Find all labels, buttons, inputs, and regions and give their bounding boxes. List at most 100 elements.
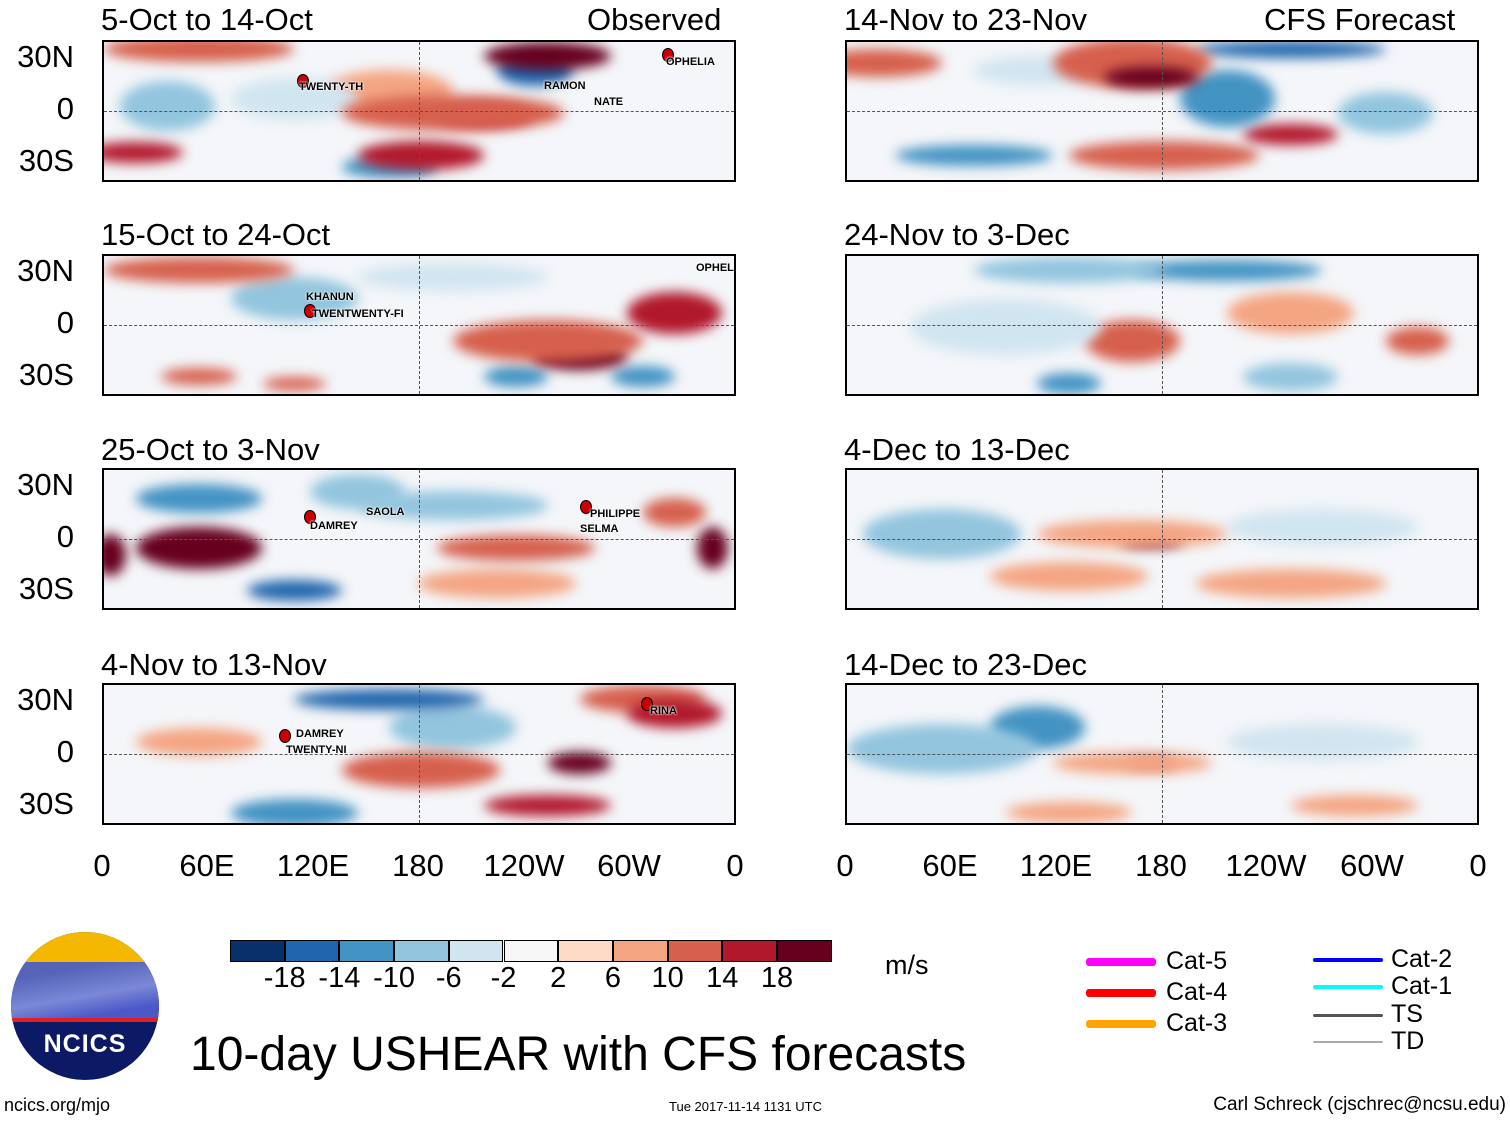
storm-icon [279, 729, 291, 743]
shear-contour [847, 724, 1038, 774]
footer-timestamp: Tue 2017-11-14 1131 UTC [669, 1099, 822, 1114]
shear-contour [627, 291, 723, 335]
lon-label: 0 [93, 848, 111, 883]
lat-label: 30S [18, 571, 74, 606]
legend-swatch [1313, 985, 1383, 989]
colorbar-swatch [339, 940, 395, 962]
dateline [419, 470, 420, 608]
lat-label: 30S [18, 357, 74, 392]
map-panel-observed-4: DAMREY TWENTY-NI RINA [102, 683, 736, 825]
shear-contour [230, 798, 358, 823]
shear-contour [230, 277, 358, 320]
legend-swatch [1313, 1041, 1383, 1043]
colorbar-label: -18 [263, 962, 306, 994]
dateline [1162, 256, 1163, 394]
shear-contour [1068, 141, 1260, 170]
shear-contour [696, 526, 729, 570]
lon-label: 0 [726, 848, 744, 883]
storm-label: OPHELIA [696, 262, 734, 274]
shear-contour [1290, 795, 1418, 817]
lon-label: 0 [836, 848, 854, 883]
shear-contour [1132, 259, 1323, 281]
panel-title: 5-Oct to 14-Oct [101, 2, 313, 37]
storm-label: SELMA [580, 523, 619, 535]
shear-contour [119, 81, 215, 131]
colorbar-swatch [448, 940, 504, 962]
shear-contour [1227, 509, 1418, 545]
storm-label: OPHELIA [666, 56, 715, 68]
colorbar-label: -2 [490, 962, 517, 994]
legend-label: TS [1391, 1000, 1423, 1028]
shear-contour [1005, 802, 1133, 823]
shear-contour [452, 319, 643, 363]
dateline [419, 42, 420, 180]
shear-contour [135, 727, 263, 756]
footer-url[interactable]: ncics.org/mjo [4, 1095, 111, 1115]
figure-title: 10-day USHEAR with CFS forecasts [190, 1028, 967, 1081]
lon-label: 120E [276, 848, 350, 883]
shear-contour [1103, 66, 1199, 89]
shear-contour [1195, 569, 1386, 598]
logo-text: NCICS [43, 1030, 127, 1058]
shear-contour [294, 688, 485, 710]
shear-contour [1227, 724, 1418, 760]
shear-contour [104, 533, 127, 577]
shear-contour [357, 263, 548, 292]
storm-icon [304, 304, 316, 318]
lat-label: 0 [56, 734, 74, 769]
lat-label: 0 [56, 91, 74, 126]
panel-title: 14-Dec to 23-Dec [844, 647, 1087, 682]
colorbar-label: 6 [604, 962, 621, 994]
lat-label: 0 [56, 519, 74, 554]
storm-icon [297, 74, 309, 88]
panel-title: 15-Oct to 24-Oct [101, 217, 331, 252]
shear-contour [230, 77, 358, 121]
legend-label: Cat-4 [1166, 978, 1228, 1006]
shear-contour [262, 376, 326, 391]
legend-swatch [1313, 1013, 1383, 1017]
lon-label: 0 [1469, 848, 1487, 883]
storm-label: KHANUN [306, 291, 354, 303]
lon-label: 120W [1225, 848, 1307, 883]
lon-label: 60E [179, 848, 235, 883]
shear-contour [310, 473, 406, 510]
map-panel-observed-1: TWENTY-TH RAMON NATE OPHELIA [102, 40, 736, 182]
storm-icon [641, 697, 653, 711]
colorbar-swatch [558, 940, 613, 962]
shear-contour [642, 498, 707, 527]
shear-contour [847, 49, 943, 78]
panel-title: 24-Nov to 3-Dec [844, 217, 1070, 252]
storm-icon [662, 48, 674, 62]
shear-contour [1385, 327, 1450, 356]
shear-contour [1084, 319, 1180, 363]
shear-contour [357, 141, 485, 170]
map-panel-observed-3: DAMREY SAOLA PHILIPPE SELMA [102, 468, 736, 610]
map-panel-forecast-3 [845, 468, 1479, 610]
lon-label: 180 [392, 848, 444, 883]
colorbar-swatch [503, 940, 559, 962]
lon-label: 120E [1019, 848, 1093, 883]
colorbar-swatch [722, 940, 777, 962]
dateline [419, 685, 420, 823]
shear-contour [1243, 362, 1339, 391]
lat-label: 30N [17, 682, 74, 717]
shear-contour [104, 142, 184, 164]
forecast-label: CFS Forecast [1264, 2, 1456, 37]
legend-swatch [1086, 1020, 1156, 1028]
storm-label: DAMREY [296, 728, 344, 740]
shear-contour [1338, 91, 1434, 135]
panel-title: 4-Dec to 13-Dec [844, 432, 1070, 467]
shear-contour [1243, 123, 1339, 145]
colorbar-swatch [284, 940, 340, 962]
shear-contour [989, 562, 1149, 591]
storm-label: DAMREY [310, 520, 358, 532]
shear-contour [1037, 519, 1228, 549]
legend-label: TD [1391, 1027, 1425, 1055]
colorbar-swatch [612, 940, 668, 962]
shear-contour [341, 752, 501, 788]
storm-label: SAOLA [366, 506, 405, 518]
lat-label: 0 [56, 305, 74, 340]
shear-contour [484, 795, 612, 817]
lat-label: 30N [17, 39, 74, 74]
